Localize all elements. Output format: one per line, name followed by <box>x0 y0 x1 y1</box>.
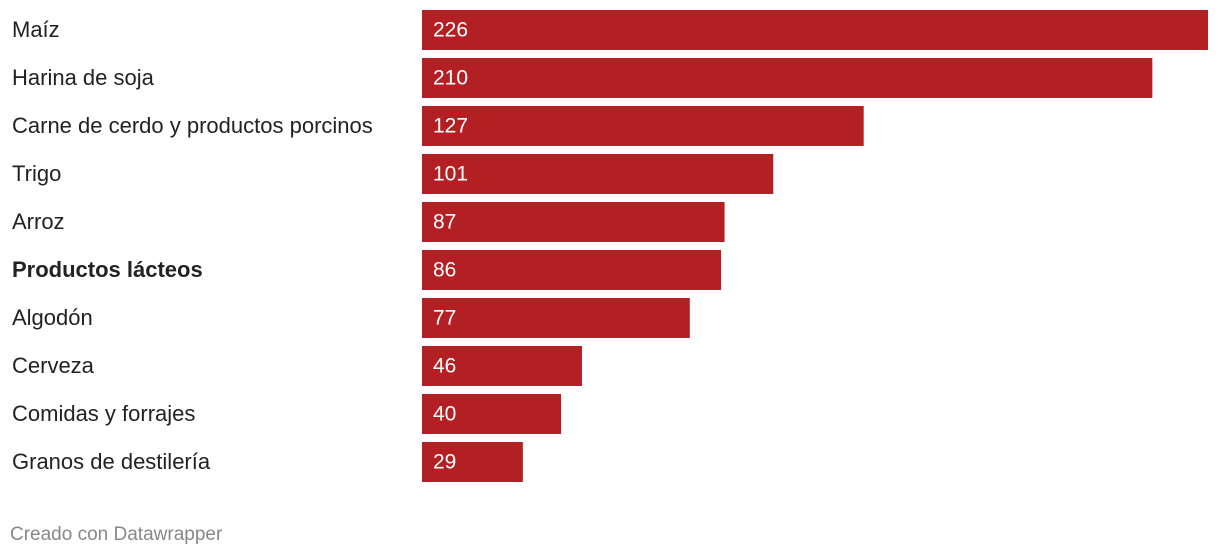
category-label: Comidas y forrajes <box>12 401 195 426</box>
value-label: 86 <box>433 259 456 282</box>
bar <box>422 202 725 242</box>
bar <box>422 250 722 290</box>
value-label: 210 <box>433 67 468 90</box>
value-label: 101 <box>433 163 468 186</box>
credit: Creado con Datawrapper <box>10 524 223 545</box>
bar <box>422 106 864 146</box>
value-label: 77 <box>433 307 456 330</box>
bar <box>422 346 582 386</box>
category-label: Arroz <box>12 209 65 234</box>
category-label: Granos de destilería <box>12 449 211 474</box>
category-label: Cerveza <box>12 353 95 378</box>
value-label: 29 <box>433 451 456 474</box>
category-label: Harina de soja <box>12 65 155 90</box>
value-label: 87 <box>433 211 456 234</box>
value-label: 127 <box>433 115 468 138</box>
category-label: Maíz <box>12 17 60 42</box>
bar <box>422 10 1208 50</box>
value-label: 40 <box>433 403 456 426</box>
bar <box>422 298 690 338</box>
category-label: Algodón <box>12 305 93 330</box>
category-label: Carne de cerdo y productos porcinos <box>12 113 373 138</box>
bar <box>422 58 1153 98</box>
bar <box>422 154 774 194</box>
value-label: 226 <box>433 19 468 42</box>
bar <box>422 394 562 434</box>
category-label: Trigo <box>12 161 61 186</box>
value-label: 46 <box>433 355 456 378</box>
category-label: Productos lácteos <box>12 257 203 282</box>
bar <box>422 442 523 482</box>
